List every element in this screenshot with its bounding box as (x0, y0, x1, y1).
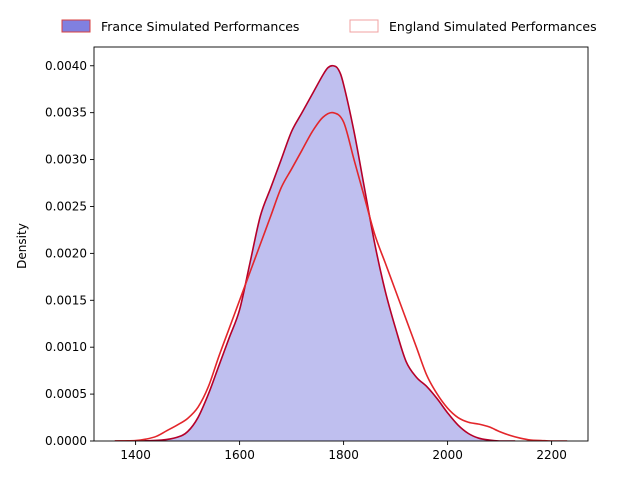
legend-swatch (349, 19, 379, 33)
y-tick-label: 0.0040 (45, 59, 87, 73)
y-tick-label: 0.0035 (45, 106, 87, 120)
x-tick-label: 1800 (328, 448, 359, 462)
legend-label: England Simulated Performances (389, 19, 597, 34)
x-axis: 1400 1600 1800 2000 2200 (120, 441, 567, 462)
legend-item-england: England Simulated Performances (349, 19, 597, 34)
legend-swatch (61, 19, 91, 33)
x-tick-label: 1400 (120, 448, 151, 462)
y-tick-label: 0.0020 (45, 246, 87, 260)
legend: France Simulated Performances England Sim… (61, 19, 597, 34)
plot-area (93, 46, 589, 442)
series-area-france (114, 65, 516, 441)
y-tick-label: 0.0025 (45, 199, 87, 213)
legend-item-france: France Simulated Performances (61, 19, 299, 34)
y-tick-label: 0.0030 (45, 153, 87, 167)
legend-label: France Simulated Performances (101, 19, 299, 34)
y-tick-label: 0.0015 (45, 293, 87, 307)
x-tick-label: 2000 (432, 448, 463, 462)
y-axis-label: Density (15, 223, 29, 269)
y-tick-label: 0.0000 (45, 434, 87, 448)
y-tick-label: 0.0005 (45, 387, 87, 401)
x-tick-label: 2200 (536, 448, 567, 462)
axes-frame (93, 46, 589, 442)
x-tick-label: 1600 (224, 448, 255, 462)
y-tick-label: 0.0010 (45, 340, 87, 354)
series-line-france (114, 64, 516, 441)
y-axis: 0.0000 0.0005 0.0010 0.0015 0.0020 0.0025 0.00… (45, 59, 94, 448)
series-line-england (114, 111, 568, 441)
